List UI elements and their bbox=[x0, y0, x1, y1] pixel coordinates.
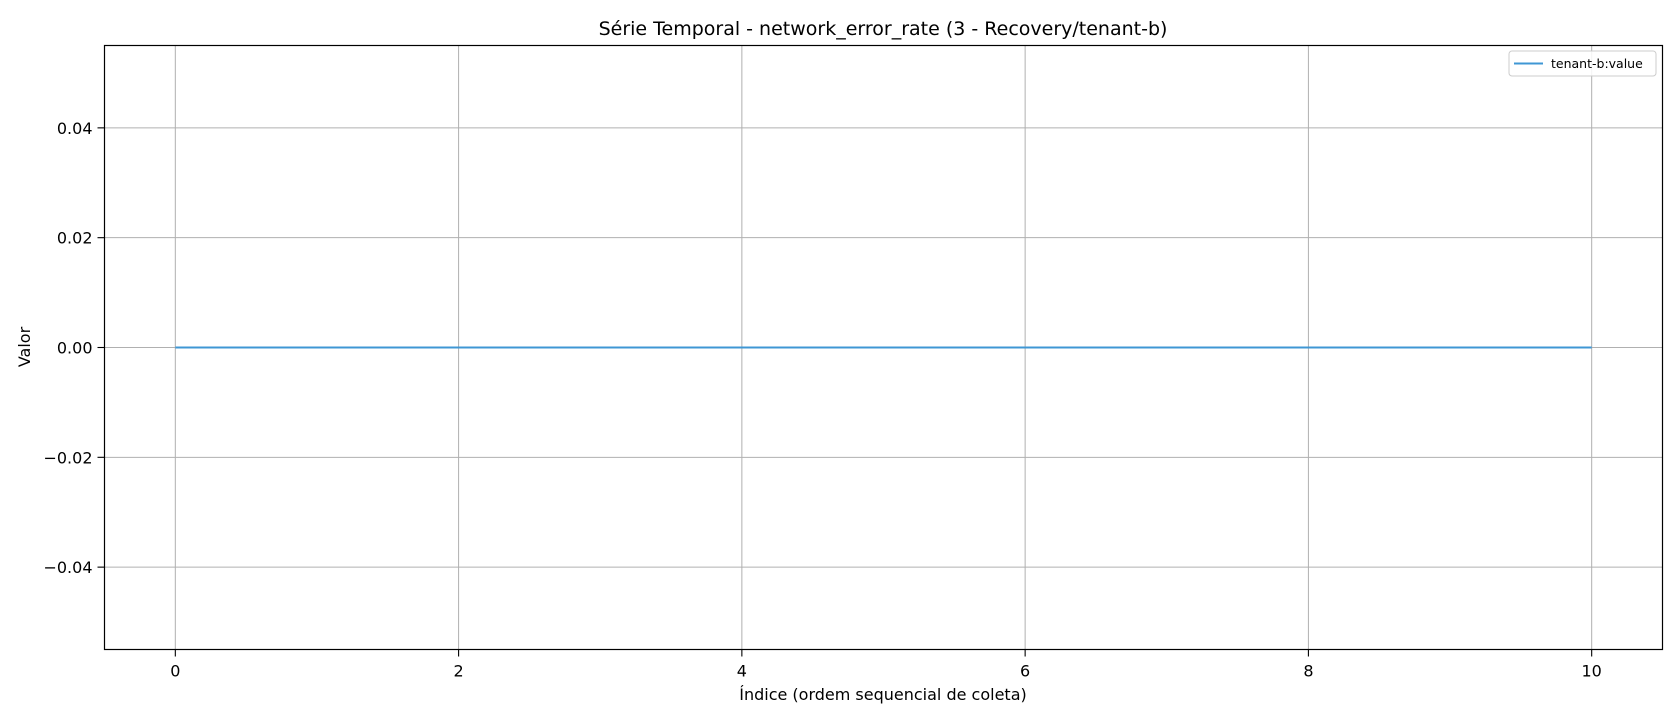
y-axis-label: Valor bbox=[15, 326, 34, 367]
y-axis: −0.04 −0.02 0.00 0.02 0.04 bbox=[43, 119, 105, 577]
x-axis: 0 2 4 6 8 10 bbox=[170, 649, 1602, 681]
legend: tenant-b:value bbox=[1508, 50, 1657, 77]
chart-title: Série Temporal - network_error_rate (3 -… bbox=[599, 18, 1168, 40]
y-tick-label: 0.00 bbox=[57, 339, 93, 358]
y-tick-label: 0.04 bbox=[57, 119, 93, 138]
x-tick-label: 10 bbox=[1582, 662, 1602, 681]
x-tick-label: 0 bbox=[170, 662, 180, 681]
x-tick-label: 8 bbox=[1303, 662, 1313, 681]
y-tick-label: −0.04 bbox=[43, 558, 92, 577]
legend-label: tenant-b:value bbox=[1551, 56, 1643, 71]
x-tick-label: 2 bbox=[453, 662, 463, 681]
y-tick-label: 0.02 bbox=[57, 229, 93, 248]
legend-box bbox=[1508, 50, 1657, 77]
x-axis-label: Índice (ordem sequencial de coleta) bbox=[739, 685, 1027, 704]
y-tick-label: −0.02 bbox=[43, 448, 92, 467]
x-tick-label: 6 bbox=[1020, 662, 1030, 681]
x-tick-label: 4 bbox=[737, 662, 747, 681]
